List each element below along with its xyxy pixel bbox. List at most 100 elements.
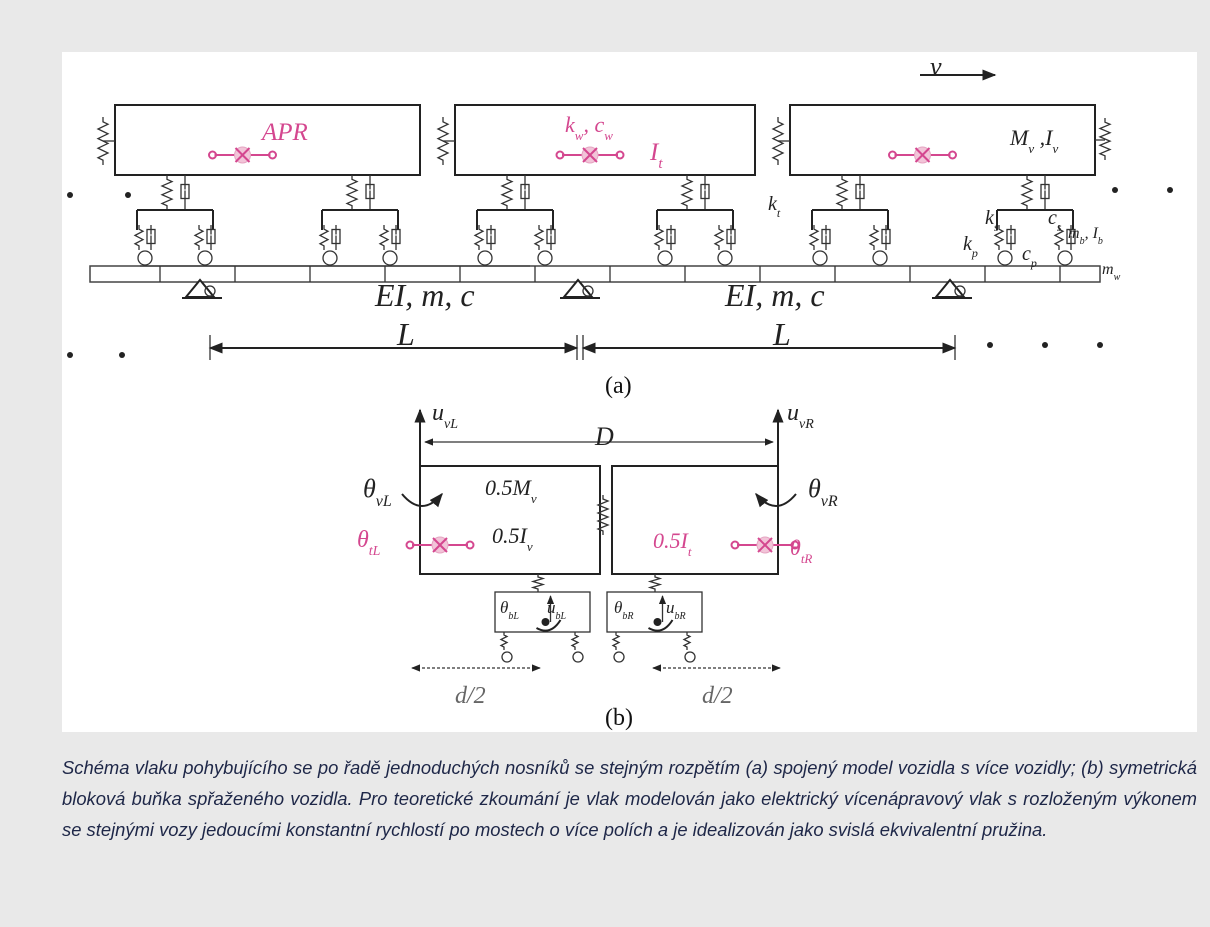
wheel — [383, 251, 397, 265]
caption: Schéma vlaku pohybujícího se po řadě jed… — [62, 752, 1197, 845]
label: d/2 — [455, 683, 486, 709]
label-text: θ — [500, 598, 508, 617]
label-text: θ — [614, 598, 622, 617]
label: θvR — [808, 474, 838, 510]
spring — [837, 175, 847, 210]
subscript: bL — [508, 611, 519, 622]
label: 0.5Mv — [485, 475, 537, 506]
subscript: bL — [556, 611, 567, 622]
subscript: vL — [444, 417, 458, 432]
label-text: d/2 — [455, 683, 486, 709]
label-text: 0.5I — [653, 528, 690, 553]
spring — [650, 574, 660, 592]
subscript: t — [777, 206, 781, 220]
label: uvL — [432, 400, 458, 432]
wheel — [873, 251, 887, 265]
subscript: bR — [675, 611, 686, 622]
spring — [535, 225, 543, 250]
subscript: bR — [622, 611, 633, 622]
dot — [1167, 187, 1173, 193]
spring — [613, 632, 619, 650]
label: θtR — [790, 535, 812, 566]
wheel — [813, 251, 827, 265]
spring — [684, 632, 690, 650]
label: mw — [1102, 261, 1121, 283]
page: vAPRkw, cwItMv ,Ivktkscsmb, IbkpcpmwEI, … — [0, 0, 1210, 927]
label-text: EI, m, c — [374, 277, 475, 313]
label-text: ,I — [1034, 125, 1054, 150]
spring — [533, 574, 543, 592]
car-half — [612, 466, 778, 574]
subscript: s — [1057, 220, 1062, 234]
subscript: vR — [799, 417, 814, 432]
wheel — [478, 251, 492, 265]
label: 0.5Iv — [492, 523, 533, 554]
label: θtL — [357, 527, 381, 559]
dot — [1042, 342, 1048, 348]
wheel — [323, 251, 337, 265]
label: (b) — [605, 705, 633, 731]
label: kw, cw — [565, 112, 613, 143]
label: kp — [963, 233, 978, 260]
dot — [987, 342, 993, 348]
dot — [1097, 342, 1103, 348]
label-text: u — [666, 598, 675, 617]
wheel — [685, 652, 695, 662]
label-text: u — [432, 400, 444, 426]
subscript: p — [971, 246, 978, 260]
spring — [380, 225, 388, 250]
spring — [195, 225, 203, 250]
label: It — [649, 139, 663, 172]
label: 0.5It — [653, 528, 692, 559]
label-text: (a) — [605, 373, 632, 399]
label-text: L — [396, 316, 415, 352]
spring — [502, 175, 512, 210]
wheel — [502, 652, 512, 662]
label-text: θ — [363, 474, 376, 503]
subscript: t — [658, 156, 663, 172]
label-text: 0.5I — [492, 523, 529, 548]
dot — [67, 352, 73, 358]
spring — [870, 225, 878, 250]
label-text: M — [1009, 125, 1030, 150]
label-text: (b) — [605, 705, 633, 731]
subscript: w — [604, 128, 613, 143]
subscript: p — [1030, 256, 1037, 270]
spring — [501, 632, 507, 650]
label: Mv ,Iv — [1009, 125, 1058, 156]
label-text: m — [1102, 261, 1114, 278]
beam — [90, 266, 1100, 282]
label-text: , I — [1085, 225, 1099, 242]
rotation — [756, 494, 796, 506]
label-text: EI, m, c — [724, 277, 825, 313]
label-text: c — [1022, 243, 1031, 265]
wheel — [658, 251, 672, 265]
wheel — [718, 251, 732, 265]
label-text: θ — [357, 527, 369, 553]
label-text: APR — [260, 119, 308, 146]
label: v — [930, 52, 942, 81]
subscript: tR — [801, 551, 813, 566]
label-text: L — [772, 316, 791, 352]
dot — [125, 192, 131, 198]
spring — [715, 225, 723, 250]
label-text: v — [930, 52, 942, 81]
label: L — [396, 316, 415, 352]
spring — [572, 632, 578, 650]
label-text: 0.5M — [485, 475, 533, 500]
label: d/2 — [702, 683, 733, 709]
label: EI, m, c — [724, 277, 825, 313]
wheel — [538, 251, 552, 265]
bogie-center — [654, 618, 662, 626]
spring — [1022, 175, 1032, 210]
wheel — [1058, 251, 1072, 265]
wheel — [573, 652, 583, 662]
subscript: vR — [821, 493, 838, 510]
subscript: w — [575, 128, 584, 143]
label-text: , c — [583, 112, 604, 137]
label: θbL — [500, 598, 519, 622]
label: θvL — [363, 474, 392, 510]
bogie-center — [542, 618, 550, 626]
label: APR — [260, 119, 308, 146]
spring — [162, 175, 172, 210]
